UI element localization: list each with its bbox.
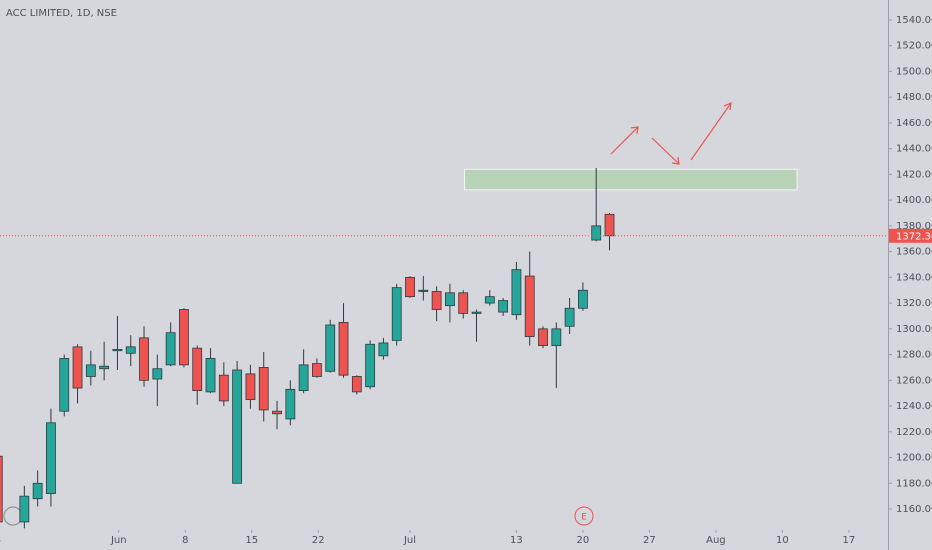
candle-body: [365, 343, 376, 388]
x-tick-label: 8: [0, 535, 1, 546]
candle-body: [285, 388, 296, 420]
candle-body: [458, 292, 469, 314]
y-tick-label: 1540.00: [896, 15, 932, 26]
candle-body: [551, 328, 562, 346]
candle-body: [72, 346, 83, 389]
x-tick-label: Jun: [110, 535, 127, 546]
candle-body: [272, 410, 282, 415]
y-tick-label: 1240.00: [896, 401, 932, 412]
candle-body: [604, 213, 615, 237]
candle-body: [591, 225, 602, 241]
y-tick-label: 1220.00: [896, 427, 932, 438]
annotation-arrows: [610, 102, 732, 165]
candle-body: [19, 495, 30, 523]
candle-body: [378, 342, 389, 357]
x-tick-label: 27: [643, 535, 656, 546]
candle-body: [445, 292, 455, 307]
logo-icon: [3, 506, 23, 526]
candle-body: [298, 364, 309, 392]
arrow: [651, 137, 680, 165]
candle-body: [112, 349, 123, 352]
event-marker: E: [581, 513, 587, 523]
y-tick-label: 1360.00: [896, 247, 932, 258]
arrow: [690, 102, 732, 161]
y-tick-label: 1340.00: [896, 272, 932, 283]
y-tick-label: 1300.00: [896, 324, 932, 335]
zone: [464, 168, 798, 191]
candle-body: [0, 455, 3, 523]
event-marker-circle: [574, 506, 594, 526]
y-tick-label: 1160.00: [896, 504, 932, 515]
candle-body: [32, 482, 43, 500]
y-tick-label: 1420.00: [896, 169, 932, 180]
x-tick-label: Aug: [706, 535, 726, 546]
candle-body: [46, 422, 56, 494]
y-tick-label: 1200.00: [896, 453, 932, 464]
y-tick-label: 1480.00: [896, 92, 932, 103]
candle-body: [99, 365, 110, 370]
candle-body: [578, 289, 588, 309]
candle-body: [511, 269, 522, 316]
candle-body: [405, 276, 415, 298]
candle-body: [59, 358, 70, 412]
chart-title: ACC LIMITED, 1D, NSE: [6, 8, 117, 19]
candle-body: [245, 373, 256, 401]
y-tick-label: 1520.00: [896, 41, 932, 52]
y-tick-label: 1180.00: [896, 478, 932, 489]
candle-body: [471, 311, 482, 314]
x-tick-label: 8: [182, 535, 188, 546]
candle-body: [312, 363, 322, 377]
x-tick-label: 10: [776, 535, 789, 546]
last-price-label: 1372.30: [896, 231, 932, 242]
candle-body: [391, 287, 402, 341]
candle-body: [85, 364, 96, 377]
arrow: [610, 126, 639, 155]
y-tick-label: 1500.00: [896, 66, 932, 77]
y-tick-label: 1380.00: [896, 221, 932, 232]
candle-body: [325, 324, 336, 372]
x-tick-label: 20: [577, 535, 590, 546]
y-tick-label: 1260.00: [896, 375, 932, 386]
candle-body: [165, 332, 176, 366]
x-tick-label: 13: [510, 535, 523, 546]
y-tick-label: 1460.00: [896, 118, 932, 129]
candle-body: [431, 291, 442, 310]
candle-body: [258, 367, 269, 411]
candle-body: [218, 374, 229, 402]
candle-body: [139, 337, 149, 381]
candle-body: [179, 309, 189, 366]
candle-body: [538, 328, 548, 346]
candle-body: [125, 346, 136, 354]
y-tick-label: 1280.00: [896, 350, 932, 361]
candle-body: [152, 368, 163, 380]
y-tick-label: 1440.00: [896, 144, 932, 155]
candle-body: [205, 358, 216, 393]
y-tick-label: 1320.00: [896, 298, 932, 309]
last-price-box: [889, 228, 932, 243]
candle-body: [484, 296, 495, 304]
candle-body: [338, 322, 349, 376]
candle-body: [564, 307, 575, 327]
x-tick-label: Jul: [403, 535, 416, 546]
x-tick-label: 22: [312, 535, 325, 546]
candle-body: [418, 289, 429, 292]
x-tick-label: 15: [245, 535, 258, 546]
candle-body: [192, 347, 203, 392]
candle-body: [232, 369, 243, 484]
x-tick-label: 17: [843, 535, 856, 546]
candle-body: [498, 300, 509, 313]
candle-body: [524, 275, 535, 337]
candle-body: [351, 376, 362, 393]
y-tick-label: 1400.00: [896, 195, 932, 206]
